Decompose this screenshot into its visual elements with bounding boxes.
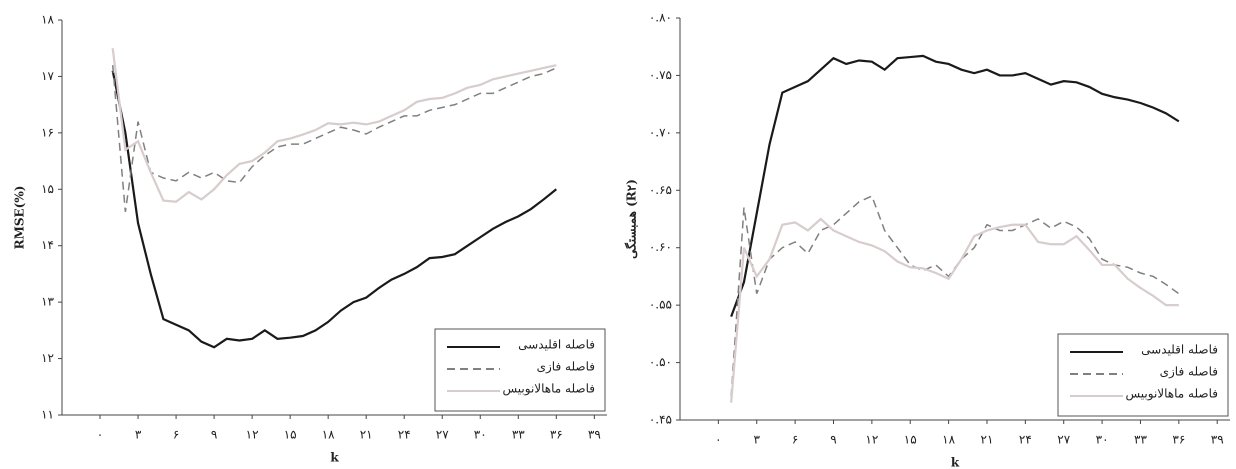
y-tick-label: ۱۱ <box>41 408 54 422</box>
x-axis-label: k <box>330 451 339 465</box>
y-tick-label: ۰.۴۵ <box>649 413 672 427</box>
series-line <box>111 70 557 349</box>
x-tick-label: ۹ <box>830 433 836 447</box>
legend-label: فاصله فازی <box>1160 365 1218 379</box>
x-tick-label: ۱۲ <box>865 433 878 447</box>
legend-label: فاصله اقلیدسی <box>518 338 595 352</box>
y-axis-label: RMSE(%) <box>13 186 27 250</box>
x-tick-label: ۲۴ <box>398 428 411 442</box>
x-tick-label: ۲۷ <box>436 428 449 442</box>
x-tick-label: ۰ <box>715 433 721 447</box>
x-tick-label: ۳۶ <box>550 428 563 442</box>
series-line <box>111 48 557 203</box>
y-tick-label: ۱۵ <box>41 182 54 196</box>
x-tick-label: ۳۹ <box>588 428 601 442</box>
legend-label: فاصله ماهالانوبیس <box>1125 387 1218 401</box>
x-tick-label: ۱۵ <box>904 433 917 447</box>
y-tick-label: ۱۳ <box>41 295 54 309</box>
x-tick-label: ۲۷ <box>1057 433 1070 447</box>
x-tick-label: ۰ <box>97 428 103 442</box>
series-line <box>730 54 1180 318</box>
x-tick-label: ۱۸ <box>942 433 955 447</box>
y-tick-label: ۱۴ <box>41 238 54 252</box>
y-tick-label: ۰.۵۵ <box>649 298 672 312</box>
y-tick-label: ۰.۶۵ <box>649 183 672 197</box>
x-tick-label: ۳۹ <box>1211 433 1224 447</box>
x-tick-label: ۳۳ <box>1134 433 1147 447</box>
x-tick-label: ۶ <box>792 433 798 447</box>
x-tick-label: ۳۰ <box>474 428 487 442</box>
x-tick-label: ۳ <box>135 428 142 442</box>
y-tick-label: ۰.۵۰ <box>649 355 672 369</box>
x-tick-label: ۳۶ <box>1172 433 1185 447</box>
series-line <box>111 65 557 212</box>
legend-label: فاصله فازی <box>537 360 595 374</box>
x-tick-label: ۹ <box>211 428 217 442</box>
x-axis-label: k <box>951 456 960 469</box>
series-line <box>730 217 1179 403</box>
y-tick-label: ۰.۶۰ <box>649 240 672 254</box>
x-tick-label: ۱۵ <box>284 428 297 442</box>
y-tick-label: ۱۷ <box>41 69 54 83</box>
x-tick-label: ۶ <box>173 428 179 442</box>
y-tick-label: ۰.۷۰ <box>649 125 672 139</box>
x-tick-label: ۱۲ <box>246 428 259 442</box>
y-tick-label: ۰.۸۰ <box>649 11 672 25</box>
y-tick-label: ۰.۷۵ <box>649 68 672 82</box>
x-tick-label: ۳ <box>754 433 761 447</box>
x-tick-label: ۳۳ <box>512 428 525 442</box>
y-tick-label: ۱۶ <box>41 125 54 139</box>
y-axis-label: همبستگی (R۲) <box>624 179 639 259</box>
y-tick-label: ۱۸ <box>41 13 54 27</box>
legend-label: فاصله ماهالانوبیس <box>502 382 595 396</box>
x-tick-label: ۲۱ <box>981 433 994 447</box>
x-tick-label: ۲۴ <box>1019 433 1032 447</box>
x-tick-label: ۱۸ <box>322 428 335 442</box>
x-tick-label: ۳۰ <box>1096 433 1109 447</box>
x-tick-label: ۲۱ <box>360 428 373 442</box>
legend-label: فاصله اقلیدسی <box>1141 343 1218 357</box>
y-tick-label: ۱۲ <box>41 351 54 365</box>
